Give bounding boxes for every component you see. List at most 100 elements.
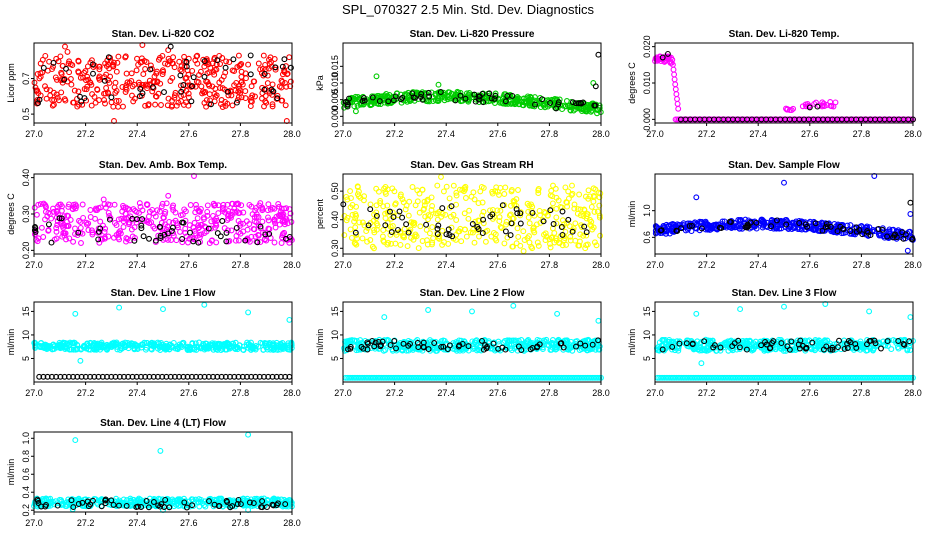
data-point bbox=[152, 101, 159, 108]
data-point bbox=[591, 102, 598, 109]
data-point bbox=[78, 373, 85, 380]
data-point bbox=[158, 203, 165, 210]
data-point bbox=[231, 68, 238, 75]
data-point bbox=[371, 227, 377, 233]
data-point bbox=[565, 216, 572, 223]
data-point bbox=[190, 235, 197, 242]
data-point bbox=[165, 236, 171, 243]
data-point bbox=[205, 225, 212, 232]
data-point bbox=[89, 231, 96, 238]
data-point bbox=[572, 220, 579, 227]
data-point bbox=[34, 238, 41, 245]
data-point bbox=[371, 343, 378, 350]
data-point bbox=[594, 110, 600, 117]
data-point bbox=[341, 347, 348, 354]
data-point bbox=[233, 224, 240, 231]
data-point bbox=[177, 72, 184, 79]
data-point bbox=[204, 70, 211, 77]
data-point bbox=[517, 242, 524, 249]
data-point bbox=[106, 216, 113, 223]
data-point bbox=[264, 207, 271, 214]
data-point bbox=[396, 341, 403, 348]
data-point bbox=[446, 195, 453, 202]
data-point bbox=[179, 340, 186, 347]
data-point bbox=[759, 216, 766, 223]
data-point bbox=[900, 341, 907, 347]
data-point bbox=[38, 224, 45, 231]
data-point bbox=[35, 201, 42, 208]
data-point bbox=[534, 239, 541, 246]
data-point bbox=[347, 226, 354, 233]
data-point bbox=[553, 345, 560, 352]
data-point bbox=[259, 340, 266, 347]
data-point bbox=[66, 235, 73, 242]
data-point bbox=[212, 342, 218, 349]
data-point bbox=[591, 239, 598, 246]
x-tick-label: 27.8 bbox=[541, 260, 559, 270]
data-point bbox=[351, 343, 358, 350]
data-point bbox=[190, 74, 197, 81]
data-point bbox=[40, 234, 47, 240]
data-point bbox=[354, 235, 361, 242]
data-point bbox=[879, 226, 886, 233]
data-point bbox=[674, 96, 680, 102]
data-point bbox=[221, 225, 228, 232]
data-point bbox=[346, 95, 352, 102]
data-point bbox=[399, 196, 406, 203]
data-point bbox=[379, 97, 386, 104]
data-point bbox=[188, 373, 195, 380]
data-point bbox=[159, 373, 166, 380]
data-point bbox=[375, 188, 382, 195]
data-point bbox=[53, 228, 60, 235]
data-point bbox=[257, 200, 264, 207]
data-point bbox=[61, 76, 68, 83]
x-tick-label: 27.4 bbox=[128, 129, 146, 139]
data-point bbox=[542, 338, 549, 345]
data-point bbox=[257, 66, 264, 73]
data-point bbox=[178, 88, 185, 95]
data-point bbox=[246, 201, 253, 208]
data-point bbox=[872, 340, 879, 347]
x-tick-label: 27.4 bbox=[749, 260, 767, 270]
data-point bbox=[218, 373, 225, 380]
data-point bbox=[503, 221, 509, 228]
data-point bbox=[223, 58, 230, 65]
data-point bbox=[145, 102, 152, 109]
data-point bbox=[434, 216, 441, 223]
data-point bbox=[382, 210, 389, 217]
data-point bbox=[737, 306, 744, 313]
data-point bbox=[120, 103, 126, 110]
data-point bbox=[360, 95, 367, 101]
data-point bbox=[219, 218, 226, 224]
data-point bbox=[184, 78, 191, 85]
data-point bbox=[32, 224, 38, 230]
data-point bbox=[195, 239, 202, 246]
data-point bbox=[33, 211, 40, 218]
y-tick-label: 0.30 bbox=[21, 205, 31, 223]
data-point bbox=[77, 357, 84, 364]
data-point bbox=[146, 235, 152, 242]
data-point bbox=[78, 240, 84, 246]
data-point bbox=[177, 82, 184, 89]
data-point bbox=[193, 346, 200, 353]
data-point bbox=[462, 195, 469, 201]
data-point bbox=[783, 221, 790, 228]
data-point bbox=[97, 225, 104, 232]
data-point bbox=[906, 338, 913, 345]
x-tick-label: 27.0 bbox=[646, 388, 664, 398]
data-point bbox=[392, 201, 399, 208]
data-point bbox=[795, 226, 801, 233]
data-point bbox=[111, 220, 118, 226]
data-point bbox=[247, 52, 254, 59]
data-point bbox=[713, 221, 720, 228]
data-point bbox=[225, 215, 232, 222]
data-point bbox=[235, 88, 242, 95]
data-point bbox=[866, 308, 873, 315]
plot-frame bbox=[654, 173, 914, 255]
data-point bbox=[352, 224, 359, 231]
data-point bbox=[198, 83, 205, 90]
data-point bbox=[201, 63, 208, 70]
y-axis-label: ml/min bbox=[627, 201, 637, 228]
data-point bbox=[373, 209, 380, 216]
data-point bbox=[790, 346, 797, 353]
